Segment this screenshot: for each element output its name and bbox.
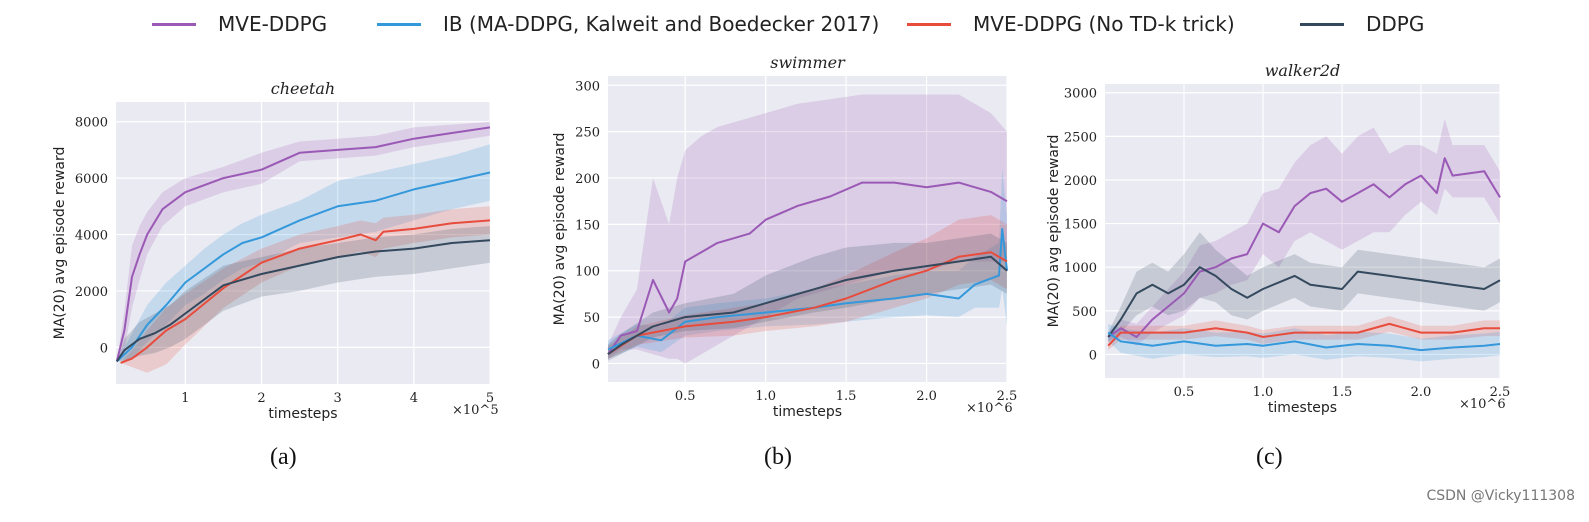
- legend-label: MVE-DDPG (No TD-k trick): [973, 12, 1235, 36]
- x-tick-label: 1.0: [755, 389, 776, 404]
- y-tick-label: 200: [575, 172, 600, 187]
- line-mve-ddpg: [115, 126, 491, 362]
- plot-area: [116, 102, 490, 384]
- plot-area: [1105, 84, 1500, 378]
- legend-label: MVE-DDPG: [218, 12, 328, 36]
- x-tick-label: 2.0: [1411, 385, 1432, 400]
- y-tick-label: 50: [583, 311, 600, 326]
- line-mve-ddpg-no-td-k-trick-: [1107, 322, 1500, 347]
- y-axis-label: MA(20) avg episode reward: [52, 147, 68, 340]
- legend: MVE-DDPG IB (MA-DDPG, Kalweit and Boedec…: [0, 12, 1589, 46]
- line-mve-ddpg-no-td-k-trick-: [607, 251, 1008, 356]
- x-axis-label: timesteps: [268, 406, 337, 422]
- line-mve-ddpg-no-td-k-trick-: [120, 219, 491, 364]
- x-tick-label: 2: [257, 391, 265, 406]
- band-ddpg: [1108, 232, 1500, 342]
- y-tick-label: 100: [575, 265, 600, 280]
- y-tick-label: 0: [1089, 348, 1097, 363]
- band-mve-ddpg-no-td-k-trick-: [608, 215, 1007, 359]
- y-axis-label: MA(20) avg episode reward: [552, 133, 568, 326]
- legend-item-ddpg: DDPG: [1300, 12, 1424, 36]
- band-ddpg: [116, 226, 491, 362]
- y-tick-label: 1000: [1064, 261, 1097, 276]
- legend-swatch: [907, 22, 951, 26]
- band-ib-ma-ddpg-kalweit-and-boedecker-2017-: [116, 144, 491, 362]
- y-tick-label: 300: [575, 79, 600, 94]
- x-tick-label: 1.0: [1253, 385, 1274, 400]
- chart-title: cheetah: [271, 79, 335, 98]
- line-ib-ma-ddpg-kalweit-and-boedecker-2017-: [1107, 331, 1501, 352]
- y-tick-label: 500: [1072, 305, 1097, 320]
- line-mve-ddpg: [1107, 157, 1501, 338]
- y-tick-label: 2000: [75, 285, 108, 300]
- x-tick-label: 4: [410, 391, 418, 406]
- caption-b: (b): [764, 444, 792, 470]
- line-ib-ma-ddpg-kalweit-and-boedecker-2017-: [607, 228, 1008, 351]
- line-ddpg: [115, 239, 491, 362]
- x-axis-multiplier-swimmer: ×10^6: [966, 401, 1013, 416]
- chart-walker2d: 0.5 1.0 1.5 2.0 2.5 0 500 1000 1500 2000 2500 3000 w…: [1046, 61, 1510, 416]
- y-tick-label: 2500: [1064, 130, 1097, 145]
- x-tick-label: 1: [181, 391, 189, 406]
- y-axis-label: MA(20) avg episode reward: [1046, 135, 1062, 328]
- y-tick-label: 1500: [1064, 218, 1097, 233]
- legend-item-ib: IB (MA-DDPG, Kalweit and Boedecker 2017): [377, 12, 879, 36]
- x-tick-label: 0.5: [675, 389, 696, 404]
- y-tick-label: 4000: [75, 229, 108, 244]
- x-tick-label: 2.0: [916, 389, 937, 404]
- line-ddpg: [607, 255, 1008, 356]
- band-ddpg: [608, 233, 1007, 361]
- caption-c: (c): [1256, 444, 1283, 470]
- band-mve-ddpg: [1108, 118, 1500, 346]
- legend-label: DDPG: [1366, 12, 1425, 36]
- x-tick-label: 2.5: [1490, 385, 1511, 400]
- chart-title: swimmer: [770, 53, 846, 72]
- x-axis-label: timesteps: [1268, 400, 1337, 416]
- chart-cheetah: 1 2 3 4 5 0 2000 4000 6000 8000 cheetah timesteps MA…: [52, 79, 494, 422]
- y-tick-label: 6000: [75, 172, 108, 187]
- legend-swatch: [377, 22, 421, 26]
- line-ddpg: [1107, 266, 1501, 338]
- x-axis-multiplier-cheetah: ×10^5: [452, 403, 499, 418]
- x-tick-label: 2.5: [997, 389, 1018, 404]
- x-tick-label: 1.5: [836, 389, 857, 404]
- y-tick-label: 3000: [1064, 87, 1097, 102]
- legend-item-mve-ddpg: MVE-DDPG: [152, 12, 327, 36]
- y-tick-label: 0: [592, 357, 600, 372]
- chart-swimmer: 0.5 1.0 1.5 2.0 2.5 0 50 100 150 200 250 300 swimmer…: [552, 53, 1017, 420]
- legend-label: IB (MA-DDPG, Kalweit and Boedecker 2017): [443, 12, 880, 36]
- line-mve-ddpg: [607, 181, 1008, 355]
- x-axis-multiplier-walker2d: ×10^6: [1459, 397, 1506, 412]
- chart-title: walker2d: [1265, 61, 1341, 80]
- x-tick-label: 0.5: [1174, 385, 1195, 400]
- band-mve-ddpg: [608, 94, 1007, 364]
- x-tick-label: 1.5: [1332, 385, 1353, 400]
- line-ib-ma-ddpg-kalweit-and-boedecker-2017-: [116, 171, 491, 363]
- x-tick-label: 5: [486, 391, 494, 406]
- legend-swatch: [152, 22, 196, 26]
- watermark: CSDN @Vicky111308: [1426, 488, 1575, 504]
- legend-item-no-tdk: MVE-DDPG (No TD-k trick): [907, 12, 1235, 36]
- y-tick-label: 150: [575, 218, 600, 233]
- y-tick-label: 0: [100, 341, 108, 356]
- band-mve-ddpg: [116, 121, 491, 362]
- caption-a: (a): [270, 444, 297, 470]
- y-tick-label: 2000: [1064, 174, 1097, 189]
- legend-swatch: [1300, 22, 1344, 26]
- y-tick-label: 8000: [75, 116, 108, 131]
- band-ib-ma-ddpg-kalweit-and-boedecker-2017-: [608, 168, 1007, 359]
- x-tick-label: 3: [334, 391, 342, 406]
- x-axis-label: timesteps: [773, 404, 842, 420]
- y-tick-label: 250: [575, 126, 600, 141]
